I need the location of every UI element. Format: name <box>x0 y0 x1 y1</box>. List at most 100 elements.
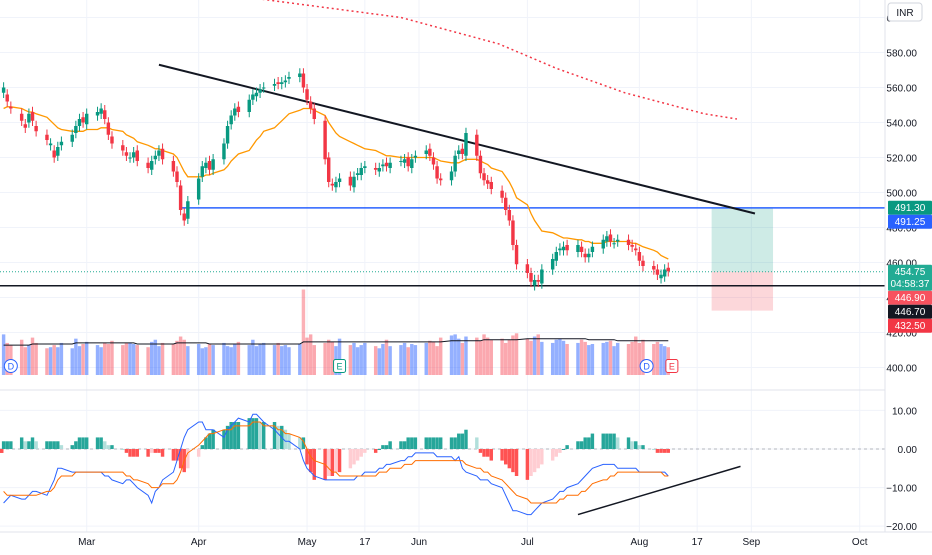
macd-histogram-bar <box>27 441 31 449</box>
volume-bar <box>503 342 508 375</box>
volume-bar <box>590 344 595 375</box>
candle-body <box>204 162 208 168</box>
macd-tick-label: −20.00 <box>886 522 917 533</box>
macd-histogram-bar <box>81 437 85 449</box>
volume-ma-line <box>3 338 669 346</box>
candle-body <box>48 143 53 146</box>
macd-histogram-bar <box>0 449 4 453</box>
volume-bar <box>301 289 306 375</box>
candle-body <box>381 164 385 167</box>
volume-bar <box>84 341 89 375</box>
volume-bar <box>305 337 309 375</box>
macd-histogram-bar <box>384 445 389 449</box>
candle-body <box>182 213 186 221</box>
volume-bar <box>5 342 9 375</box>
macd-histogram-bar <box>377 449 382 450</box>
candle-body <box>373 168 378 170</box>
candle-body <box>261 87 266 89</box>
volume-bar <box>157 346 161 375</box>
candle-body <box>323 120 327 160</box>
macd-histogram-bar <box>121 449 125 450</box>
candle-body <box>312 108 316 119</box>
candle-body <box>308 101 313 109</box>
volume-bar <box>601 342 605 375</box>
volume-bar <box>149 341 154 375</box>
candle-body <box>525 264 530 273</box>
dividend-badge <box>3 359 18 373</box>
candle-body <box>457 150 461 154</box>
volume-bar <box>626 344 631 375</box>
volume-bar <box>438 337 443 375</box>
candle-body <box>276 82 280 84</box>
macd-histogram-bar <box>489 449 493 461</box>
candle-body <box>402 159 407 163</box>
candle-body <box>99 108 103 114</box>
volume-bar <box>182 339 186 375</box>
candle-body <box>507 210 512 221</box>
macd-histogram-bar <box>337 449 342 473</box>
macd-histogram-bar <box>402 441 407 449</box>
price-label-text: 432.50 <box>895 321 926 332</box>
macd-histogram-bar <box>561 449 566 450</box>
price-tick-label: 560.00 <box>886 84 917 95</box>
candle-body <box>229 115 233 125</box>
macd-histogram-bar <box>475 437 479 449</box>
position-loss-zone <box>711 271 774 311</box>
macd-histogram-bar <box>413 437 418 449</box>
macd-histogram-bar <box>428 437 432 449</box>
volume-bar <box>612 346 616 375</box>
candle-body <box>254 92 259 97</box>
candle-body <box>576 245 580 252</box>
macd-histogram-bar <box>204 437 208 449</box>
badge-letter: D <box>643 362 650 372</box>
price-label-text: 491.30 <box>895 203 926 214</box>
candle-body <box>359 168 363 175</box>
candle-body <box>251 94 255 100</box>
candle-body <box>305 89 309 100</box>
volume-bar <box>641 339 645 375</box>
macd-histogram-bar <box>175 449 179 461</box>
volume-bar <box>261 342 266 375</box>
price-label-text: 491.25 <box>895 217 926 228</box>
volume-bar <box>146 347 150 375</box>
macd-histogram-bar <box>399 441 403 449</box>
signal-line <box>3 421 669 504</box>
volume-bar <box>211 345 215 375</box>
volume-bar <box>233 344 237 375</box>
candle-body <box>641 260 645 266</box>
macd-histogram-bar <box>233 422 237 449</box>
volume-bar <box>1 334 6 375</box>
earnings-badge <box>665 359 679 373</box>
volume-bar <box>254 346 259 375</box>
candle-body <box>626 239 631 245</box>
volume-bar <box>23 347 28 375</box>
volume-bar <box>489 339 493 375</box>
volume-bar <box>615 342 620 375</box>
macd-histogram-bar <box>157 449 161 453</box>
macd-histogram-bar <box>634 441 638 449</box>
volume-bar <box>74 338 78 375</box>
macd-tick-label: −10.00 <box>886 484 917 495</box>
volume-bar <box>95 345 100 375</box>
volume-bar <box>178 336 183 375</box>
macd-histogram-bar <box>373 449 378 453</box>
candle-body <box>478 155 483 174</box>
currency-button[interactable]: INR <box>887 2 923 22</box>
macd-histogram-bar <box>424 437 428 449</box>
macd-histogram-bar <box>59 445 64 449</box>
candle-body <box>348 176 353 186</box>
macd-histogram-bar <box>525 449 530 480</box>
candle-body <box>153 155 158 160</box>
volume-bar <box>106 344 111 375</box>
macd-histogram-bar <box>637 445 642 449</box>
macd-histogram-bar <box>666 449 670 453</box>
volume-bar <box>171 344 176 375</box>
volume-bar <box>373 346 378 375</box>
macd-histogram-bar <box>99 437 103 449</box>
price-label-text: 446.70 <box>895 307 926 318</box>
candle-body <box>135 150 139 161</box>
macd-histogram-bar <box>406 437 410 449</box>
position-profit-zone <box>711 207 774 272</box>
